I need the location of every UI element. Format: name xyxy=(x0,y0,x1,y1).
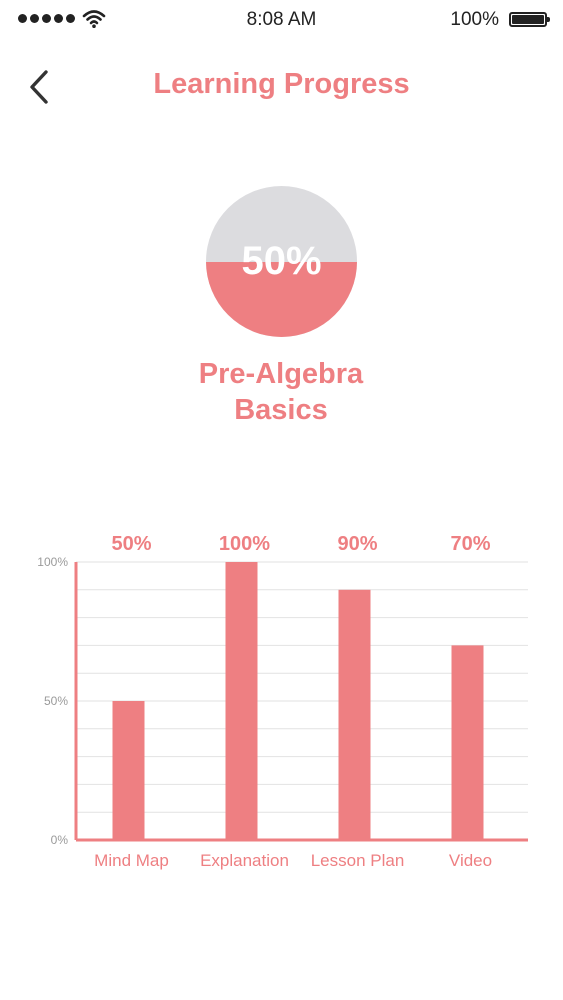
category-label: Explanation xyxy=(200,851,289,870)
status-bar: 8:08 AM 100% xyxy=(0,0,563,40)
progress-bar-chart: 0% 50% 100% 50% Mind Map 100% Explanation 90% Le… xyxy=(37,533,528,870)
course-title-line-2: Basics xyxy=(234,394,328,426)
battery-icon xyxy=(509,12,550,27)
category-label: Video xyxy=(449,851,492,870)
y-tick-label: 100% xyxy=(37,555,68,569)
y-tick-label: 0% xyxy=(51,833,69,847)
progress-circle: 50% xyxy=(206,186,357,337)
category-label: Lesson Plan xyxy=(311,851,405,870)
battery-percentage: 100% xyxy=(450,9,499,30)
bar-value-label: 100% xyxy=(219,533,270,555)
bar-value-label: 90% xyxy=(337,533,377,555)
wifi-icon xyxy=(82,10,106,28)
bar xyxy=(225,562,258,840)
bar-value-label: 70% xyxy=(450,533,490,555)
signal-dots-icon xyxy=(18,14,75,23)
progress-value: 50% xyxy=(241,239,322,283)
page-title: Learning Progress xyxy=(153,68,410,100)
bar xyxy=(112,701,145,840)
category-label: Mind Map xyxy=(94,851,169,870)
bar xyxy=(451,645,484,840)
bar xyxy=(338,589,371,840)
progress-fill xyxy=(206,261,357,337)
course-title: Pre-Algebra Basics xyxy=(131,356,431,428)
y-tick-label: 50% xyxy=(44,694,68,708)
status-time: 8:08 AM xyxy=(246,9,317,30)
bar-value-label: 50% xyxy=(111,533,151,555)
course-title-line-1: Pre-Algebra xyxy=(198,358,364,390)
back-button[interactable] xyxy=(22,66,58,110)
chevron-left-icon xyxy=(30,70,48,104)
